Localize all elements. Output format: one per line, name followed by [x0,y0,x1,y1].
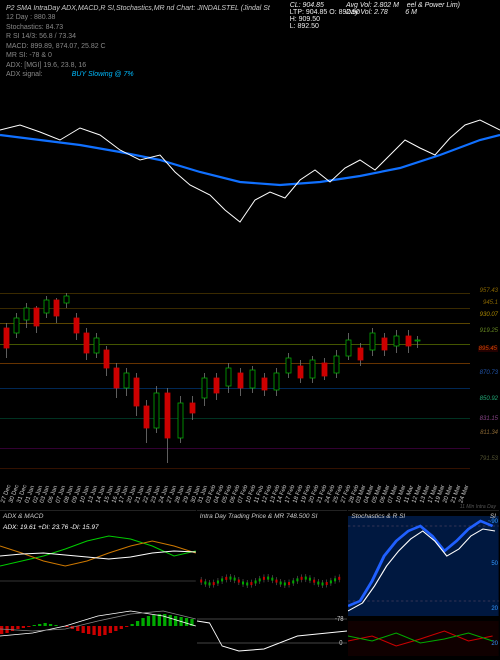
y-axis-labels: 957.43945.1930.07919.25895.45870.73850.9… [470,278,498,478]
x-axis-dates: 27 Dec30 Dec31 Dec01 Jan02 Jan03 Jan06 J… [2,480,470,504]
header-right: Avg Vol: 2.802 M eel & Power Lim) Day Vo… [346,2,460,16]
candlestick-chart [0,278,470,478]
svg-text:-78: -78 [335,616,344,624]
stochastics-panel: Stochastics & R SI SI ~90502020 [348,510,499,656]
adx-macd-panel: ADX & MACD ADX: 19.61 +DI: 23.76 -DI: 15… [0,510,196,656]
main-line-chart [0,100,500,250]
indicator-row: ADX & MACD ADX: 19.61 +DI: 23.76 -DI: 15… [0,510,500,656]
svg-text:0: 0 [339,640,343,648]
intraday-panel: Intra Day Trading Price & MR 748.500 SI … [197,510,348,656]
